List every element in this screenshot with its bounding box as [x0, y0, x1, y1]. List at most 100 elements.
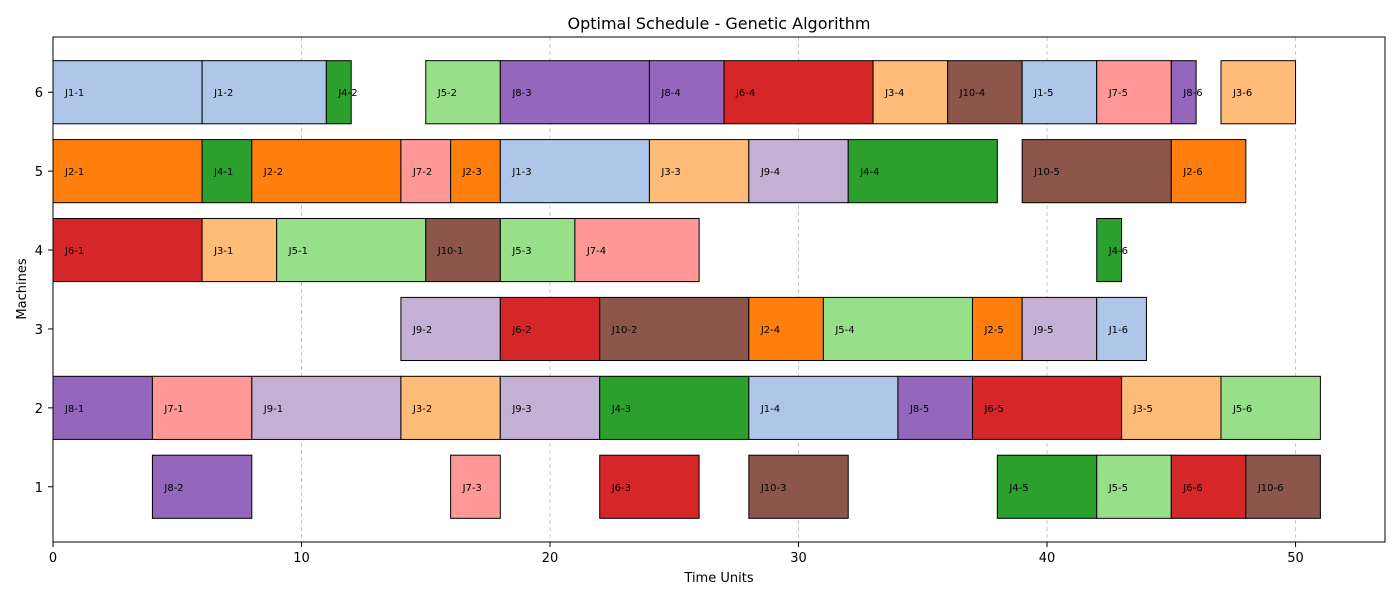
task-bar-J10-5	[1021, 139, 1172, 204]
task-bar-J9-5	[1021, 296, 1098, 362]
task-label-J3-6: J3-6	[1232, 88, 1252, 99]
task-bar-J9-4	[748, 139, 849, 204]
chart-title: Optimal Schedule - Genetic Algorithm	[567, 14, 870, 33]
x-tick-label-10: 10	[293, 551, 310, 566]
task-label-J10-6: J10-6	[1257, 483, 1284, 494]
task-label-J8-5: J8-5	[909, 404, 929, 415]
task-bar-J2-1	[52, 139, 203, 204]
task-label-J7-2: J7-2	[412, 167, 432, 178]
task-label-J5-5: J5-5	[1108, 483, 1128, 494]
plot-frame	[52, 36, 1386, 543]
task-label-J10-4: J10-4	[959, 88, 986, 99]
task-label-J5-1: J5-1	[288, 246, 308, 257]
task-label-J1-6: J1-6	[1108, 325, 1128, 336]
task-bar-J6-2	[499, 296, 601, 362]
y-tick-label-1: 1	[35, 481, 43, 496]
task-bar-J6-4	[723, 60, 874, 125]
task-label-J1-5: J1-5	[1033, 88, 1053, 99]
task-label-J6-1: J6-1	[64, 246, 84, 257]
task-bar-J3-4	[872, 60, 949, 125]
y-tick-label-5: 5	[35, 165, 43, 180]
task-bar-J4-6	[1096, 217, 1123, 283]
task-label-J2-3: J2-3	[462, 167, 482, 178]
task-label-J4-3: J4-3	[611, 404, 631, 415]
x-axis-label: Time Units	[683, 571, 753, 586]
task-bar-J4-4	[847, 139, 998, 204]
task-label-J10-1: J10-1	[437, 246, 464, 257]
task-bar-J3-6	[1220, 60, 1297, 125]
task-bar-J7-3	[450, 454, 501, 519]
task-bar-J8-1	[52, 375, 153, 440]
y-axis-label: Machines	[15, 258, 30, 319]
task-label-J7-1: J7-1	[163, 404, 183, 415]
task-label-J9-5: J9-5	[1033, 325, 1053, 336]
y-tick-label-2: 2	[35, 402, 43, 417]
task-label-J2-1: J2-1	[64, 167, 84, 178]
y-tick-label-6: 6	[35, 86, 43, 101]
task-label-J4-6: J4-6	[1108, 246, 1128, 257]
task-bar-J1-6	[1096, 296, 1147, 362]
task-bar-J6-1	[52, 217, 203, 283]
task-label-J2-2: J2-2	[263, 167, 283, 178]
task-bar-J5-4	[822, 296, 973, 362]
x-tick-label-40: 40	[1039, 551, 1056, 566]
task-bar-J10-6	[1245, 454, 1321, 519]
task-bar-J3-1	[201, 217, 278, 283]
task-label-J3-5: J3-5	[1133, 404, 1153, 415]
task-label-J6-3: J6-3	[611, 483, 631, 494]
task-bar-J7-4	[574, 217, 700, 283]
task-bar-J9-1	[251, 375, 402, 440]
task-bar-J2-5	[971, 296, 1023, 362]
x-axis-ticks: 0 10 20 30 40 50	[49, 542, 1304, 566]
task-bar-J5-3	[499, 217, 576, 283]
task-label-J1-3: J1-3	[511, 167, 531, 178]
task-label-J5-6: J5-6	[1232, 404, 1252, 415]
task-bar-J6-6	[1170, 454, 1247, 519]
task-bar-J5-6	[1220, 375, 1321, 440]
task-bar-J2-4	[748, 296, 824, 362]
task-label-J6-5: J6-5	[983, 404, 1003, 415]
task-label-J4-2: J4-2	[337, 88, 357, 99]
task-bar-J8-6	[1170, 60, 1197, 125]
x-tick-label-30: 30	[790, 551, 807, 566]
task-bar-J1-5	[1021, 60, 1098, 125]
task-label-J3-3: J3-3	[660, 167, 680, 178]
task-label-J1-1: J1-1	[64, 88, 84, 99]
task-label-J8-4: J8-4	[660, 88, 680, 99]
task-label-J3-1: J3-1	[213, 246, 233, 257]
task-label-J9-1: J9-1	[263, 404, 283, 415]
task-label-J8-3: J8-3	[511, 88, 531, 99]
task-label-J5-3: J5-3	[511, 246, 531, 257]
task-label-J2-5: J2-5	[983, 325, 1003, 336]
task-bar-J10-4	[947, 60, 1023, 125]
task-label-J1-4: J1-4	[760, 404, 780, 415]
task-label-J8-6: J8-6	[1182, 88, 1202, 99]
task-bars	[52, 60, 1321, 519]
task-bar-J10-2	[599, 296, 750, 362]
y-tick-label-3: 3	[35, 323, 43, 338]
task-bar-J4-2	[325, 60, 352, 125]
task-bar-J8-3	[499, 60, 650, 125]
task-labels: J1-1 J1-2 J4-2 J5-2 J8-3 J8-4 J6-4 J3-4 J10-4 J1-…	[64, 88, 1283, 494]
task-label-J8-1: J8-1	[64, 404, 84, 415]
x-tick-label-50: 50	[1287, 551, 1304, 566]
task-bar-J5-1	[276, 217, 427, 283]
task-bar-J7-2	[400, 139, 452, 204]
task-label-J5-4: J5-4	[834, 325, 854, 336]
task-bar-J2-3	[450, 139, 501, 204]
task-label-J1-2: J1-2	[213, 88, 233, 99]
x-tick-label-0: 0	[49, 551, 57, 566]
task-bar-J8-5	[897, 375, 973, 440]
task-label-J6-6: J6-6	[1182, 483, 1202, 494]
task-bar-J1-4	[748, 375, 899, 440]
task-label-J4-4: J4-4	[859, 167, 879, 178]
task-bar-J7-1	[151, 375, 253, 440]
task-bar-J4-5	[996, 454, 1098, 519]
task-label-J3-2: J3-2	[412, 404, 432, 415]
task-label-J2-6: J2-6	[1182, 167, 1202, 178]
task-label-J10-5: J10-5	[1033, 167, 1060, 178]
task-label-J7-4: J7-4	[586, 246, 606, 257]
y-tick-label-4: 4	[35, 244, 43, 259]
task-label-J4-5: J4-5	[1008, 483, 1028, 494]
